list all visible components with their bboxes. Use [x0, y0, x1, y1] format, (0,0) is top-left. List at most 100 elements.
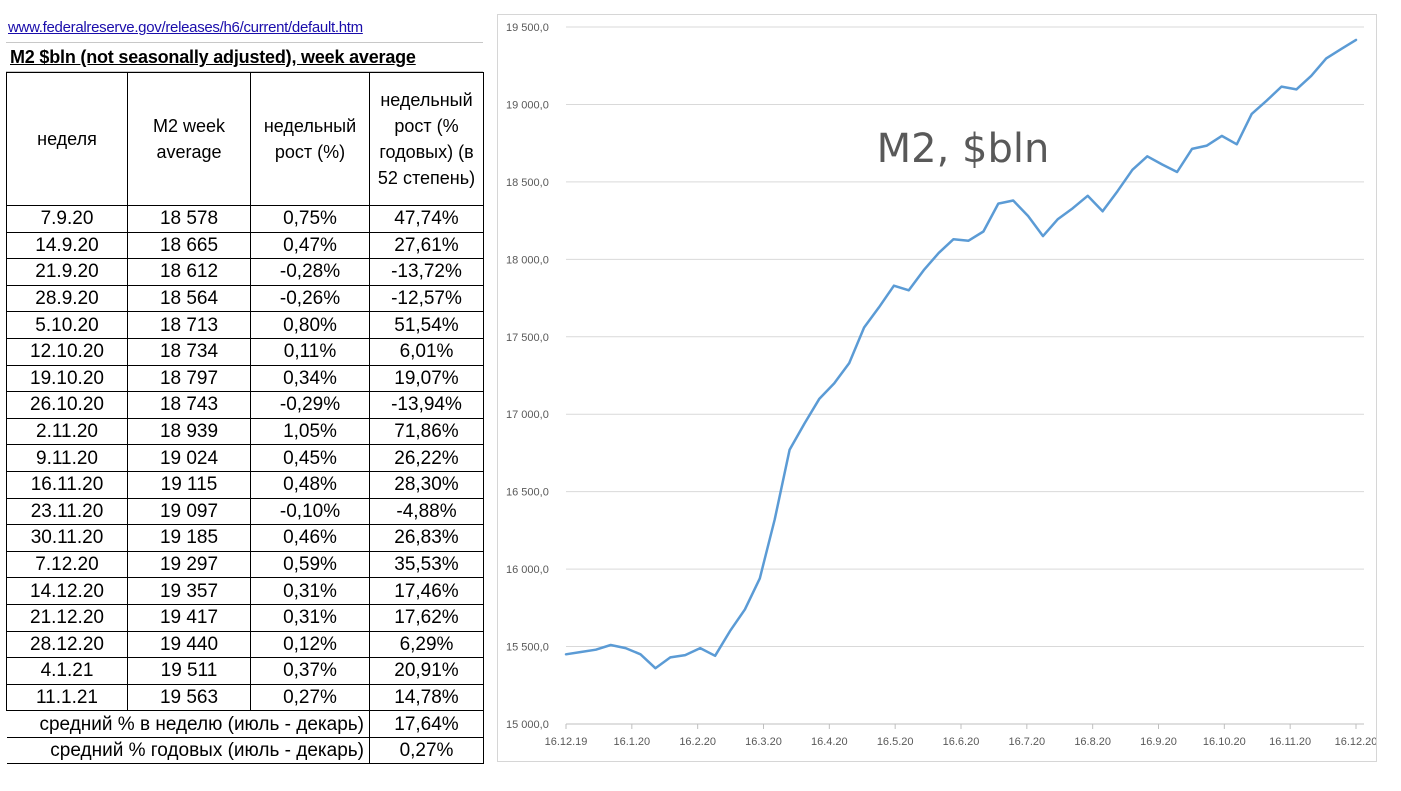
- weekly-growth-cell: -0,10%: [250, 497, 370, 526]
- table-row: 21.9.20 18 612 -0,28% -13,72%: [6, 258, 484, 286]
- m2-value-cell: 18 743: [127, 391, 251, 419]
- x-tick-label: 16.4.20: [811, 736, 848, 748]
- column-header: недельный рост (%): [250, 72, 370, 206]
- weekly-growth-cell: 0,27%: [250, 683, 370, 712]
- chart-title: M2, $bln: [877, 126, 1050, 172]
- annualized-growth-cell: 47,74%: [369, 205, 484, 233]
- y-tick-label: 17 500,0: [506, 332, 549, 344]
- chart-area: 15 000,0 15 500,0 16 000,0 16 500,0 17 000,0…: [497, 14, 1377, 762]
- table-row: 23.11.20 19 097 -0,10% -4,88%: [6, 497, 484, 526]
- week-cell: 26.10.20: [6, 391, 128, 419]
- y-tick-label: 18 500,0: [506, 177, 549, 189]
- column-header: неделя: [6, 72, 128, 206]
- annualized-growth-cell: 17,62%: [369, 603, 484, 632]
- week-cell: 23.11.20: [6, 497, 128, 526]
- annualized-growth-cell: 17,46%: [369, 577, 484, 605]
- x-tick-label: 16.8.20: [1074, 736, 1111, 748]
- weekly-growth-cell: 1,05%: [250, 417, 370, 446]
- x-tick-label: 16.9.20: [1140, 736, 1177, 748]
- week-cell: 19.10.20: [6, 364, 128, 393]
- column-header: недельный рост (% годовых) (в 52 степень…: [369, 72, 484, 206]
- weekly-growth-cell: -0,29%: [250, 391, 370, 419]
- weekly-growth-cell: 0,31%: [250, 603, 370, 632]
- m2-value-cell: 18 578: [127, 205, 251, 233]
- summary-label: средний % годовых (июль - декарь): [6, 736, 370, 765]
- source-link[interactable]: www.federalreserve.gov/releases/h6/curre…: [8, 19, 363, 36]
- week-cell: 9.11.20: [6, 444, 128, 472]
- x-tick-label: 16.3.20: [745, 736, 782, 748]
- annualized-growth-cell: 27,61%: [369, 231, 484, 260]
- row-divider: [6, 42, 483, 43]
- m2-value-cell: 18 939: [127, 417, 251, 446]
- week-cell: 30.11.20: [6, 524, 128, 552]
- table-row: 4.1.21 19 511 0,37% 20,91%: [6, 657, 484, 685]
- m2-value-cell: 18 564: [127, 284, 251, 313]
- m2-value-cell: 19 417: [127, 603, 251, 632]
- annualized-growth-cell: 35,53%: [369, 550, 484, 579]
- row-divider: [6, 71, 483, 72]
- column-header: M2 week average: [127, 72, 251, 206]
- week-cell: 14.9.20: [6, 231, 128, 260]
- annualized-growth-cell: 20,91%: [369, 657, 484, 685]
- m2-value-cell: 19 297: [127, 550, 251, 579]
- table-row: 7.12.20 19 297 0,59% 35,53%: [6, 550, 484, 579]
- week-cell: 2.11.20: [6, 417, 128, 446]
- m2-value-cell: 18 734: [127, 337, 251, 366]
- weekly-growth-cell: 0,48%: [250, 470, 370, 499]
- annualized-growth-cell: 6,01%: [369, 337, 484, 366]
- week-cell: 4.1.21: [6, 657, 128, 685]
- annualized-growth-cell: 26,22%: [369, 444, 484, 472]
- annualized-growth-cell: -13,94%: [369, 391, 484, 419]
- weekly-growth-cell: 0,75%: [250, 205, 370, 233]
- weekly-growth-cell: 0,46%: [250, 524, 370, 552]
- table-title: M2 $bln (not seasonally adjusted), week …: [10, 47, 416, 67]
- m2-value-cell: 19 511: [127, 657, 251, 685]
- weekly-growth-cell: 0,80%: [250, 311, 370, 339]
- summary-value: 0,27%: [369, 736, 484, 765]
- m2-value-cell: 19 024: [127, 444, 251, 472]
- m2-value-cell: 18 797: [127, 364, 251, 393]
- m2-value-cell: 18 713: [127, 311, 251, 339]
- table-row: 7.9.20 18 578 0,75% 47,74%: [6, 205, 484, 233]
- week-cell: 7.12.20: [6, 550, 128, 579]
- week-cell: 11.1.21: [6, 683, 128, 712]
- week-cell: 12.10.20: [6, 337, 128, 366]
- weekly-growth-cell: 0,59%: [250, 550, 370, 579]
- m2-value-cell: 19 440: [127, 630, 251, 659]
- table-row: 28.12.20 19 440 0,12% 6,29%: [6, 630, 484, 659]
- x-tick-label: 16.11.20: [1269, 736, 1311, 748]
- table-row: 26.10.20 18 743 -0,29% -13,94%: [6, 391, 484, 419]
- week-cell: 16.11.20: [6, 470, 128, 499]
- y-tick-label: 16 000,0: [506, 564, 549, 576]
- table-header-row: неделя M2 week average недельный рост (%…: [6, 72, 484, 206]
- week-cell: 7.9.20: [6, 205, 128, 233]
- y-tick-label: 18 000,0: [506, 254, 549, 266]
- y-tick-label: 19 500,0: [506, 22, 549, 34]
- data-table: неделя M2 week average недельный рост (%…: [6, 72, 484, 765]
- weekly-growth-cell: -0,26%: [250, 284, 370, 313]
- table-row: 30.11.20 19 185 0,46% 26,83%: [6, 524, 484, 552]
- x-tick-label: 16.6.20: [943, 736, 980, 748]
- table-row: 21.12.20 19 417 0,31% 17,62%: [6, 603, 484, 632]
- table-row: 19.10.20 18 797 0,34% 19,07%: [6, 364, 484, 393]
- m2-value-cell: 18 665: [127, 231, 251, 260]
- m2-value-cell: 19 115: [127, 470, 251, 499]
- table-row: 16.11.20 19 115 0,48% 28,30%: [6, 470, 484, 499]
- gridlines: [566, 26, 1364, 725]
- weekly-growth-cell: 0,34%: [250, 364, 370, 393]
- y-axis: 15 000,0 15 500,0 16 000,0 16 500,0 17 000,0…: [506, 22, 549, 731]
- annualized-growth-cell: -4,88%: [369, 497, 484, 526]
- y-tick-label: 16 500,0: [506, 487, 549, 499]
- x-tick-label: 16.5.20: [877, 736, 914, 748]
- weekly-growth-cell: 0,11%: [250, 337, 370, 366]
- x-tick-label: 16.12.20: [1335, 736, 1376, 748]
- table-row: 14.12.20 19 357 0,31% 17,46%: [6, 577, 484, 605]
- annualized-growth-cell: 28,30%: [369, 470, 484, 499]
- week-cell: 21.9.20: [6, 258, 128, 286]
- line-chart: 15 000,0 15 500,0 16 000,0 16 500,0 17 000,0…: [506, 22, 1376, 748]
- m2-value-cell: 19 185: [127, 524, 251, 552]
- y-tick-label: 17 000,0: [506, 409, 549, 421]
- spreadsheet-panel: www.federalreserve.gov/releases/h6/curre…: [0, 0, 490, 791]
- annualized-growth-cell: 51,54%: [369, 311, 484, 339]
- table-row: 12.10.20 18 734 0,11% 6,01%: [6, 337, 484, 366]
